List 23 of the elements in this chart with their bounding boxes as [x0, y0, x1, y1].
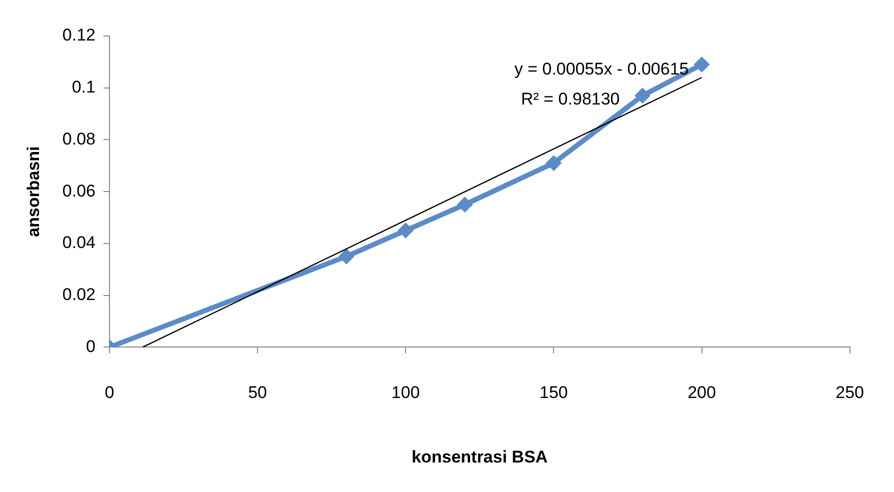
y-tick-label: 0.02: [62, 285, 96, 304]
annotation: R² = 0.98130: [520, 90, 620, 109]
point: [398, 222, 414, 238]
x-axis-title: konsentrasi BSA: [412, 447, 548, 466]
y-axis-title: ansorbasni: [24, 146, 43, 237]
x-tick-label: 100: [391, 383, 420, 402]
point: [456, 196, 473, 213]
y-tick-label: 0.1: [72, 78, 96, 97]
point: [546, 155, 562, 172]
point: [694, 56, 710, 73]
point: [634, 88, 651, 104]
y-tick-label: 0.08: [62, 129, 96, 148]
x-tick-label: 0: [104, 383, 114, 402]
y-tick-label: 0.12: [62, 26, 96, 45]
x-tick-label: 250: [836, 383, 864, 402]
y-tick-label: 0.04: [62, 233, 96, 252]
y-tick-label: 0.06: [62, 181, 96, 200]
x-tick-label: 200: [688, 383, 716, 402]
point: [338, 248, 354, 264]
y-tick-label: 0: [86, 336, 96, 356]
x-tick-label: 150: [540, 383, 568, 402]
x-tick-label: 50: [248, 383, 268, 402]
annotation: y = 0.00055x - 0.00615: [514, 60, 689, 79]
